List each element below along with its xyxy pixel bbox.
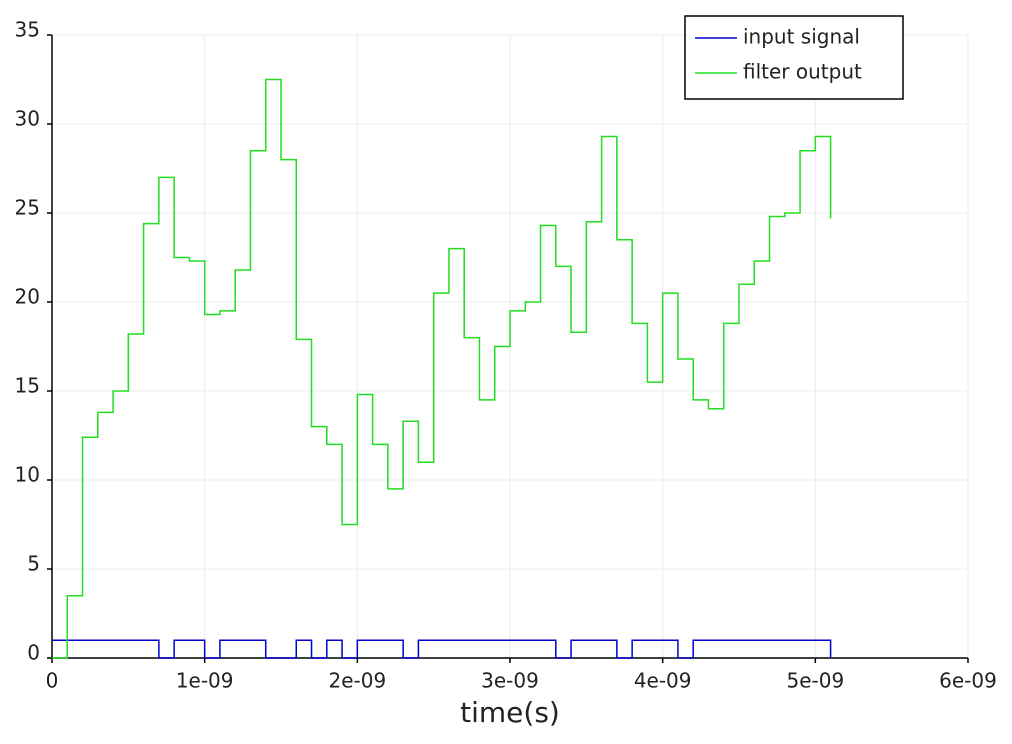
x-tick-label: 0 [46,669,59,693]
x-axis-label: time(s) [460,696,560,729]
y-tick-label: 35 [15,18,40,42]
x-tick-label: 6e-09 [939,669,997,693]
legend-box [684,15,904,100]
y-tick-label: 0 [27,641,40,665]
y-tick-label: 30 [15,107,40,131]
x-tick-label: 3e-09 [481,669,539,693]
x-tick-label: 5e-09 [786,669,844,693]
y-tick-label: 10 [15,463,40,487]
x-tick-label: 1e-09 [176,669,234,693]
legend-label: filter output [743,60,862,84]
x-tick-label: 2e-09 [328,669,386,693]
y-tick-label: 25 [15,196,40,220]
legend-label: input signal [743,25,860,49]
series-line [52,78,832,659]
y-tick-label: 20 [15,285,40,309]
y-tick-label: 15 [15,374,40,398]
y-tick-label: 5 [27,552,40,576]
series-line [52,639,832,659]
x-tick-label: 4e-09 [634,669,692,693]
